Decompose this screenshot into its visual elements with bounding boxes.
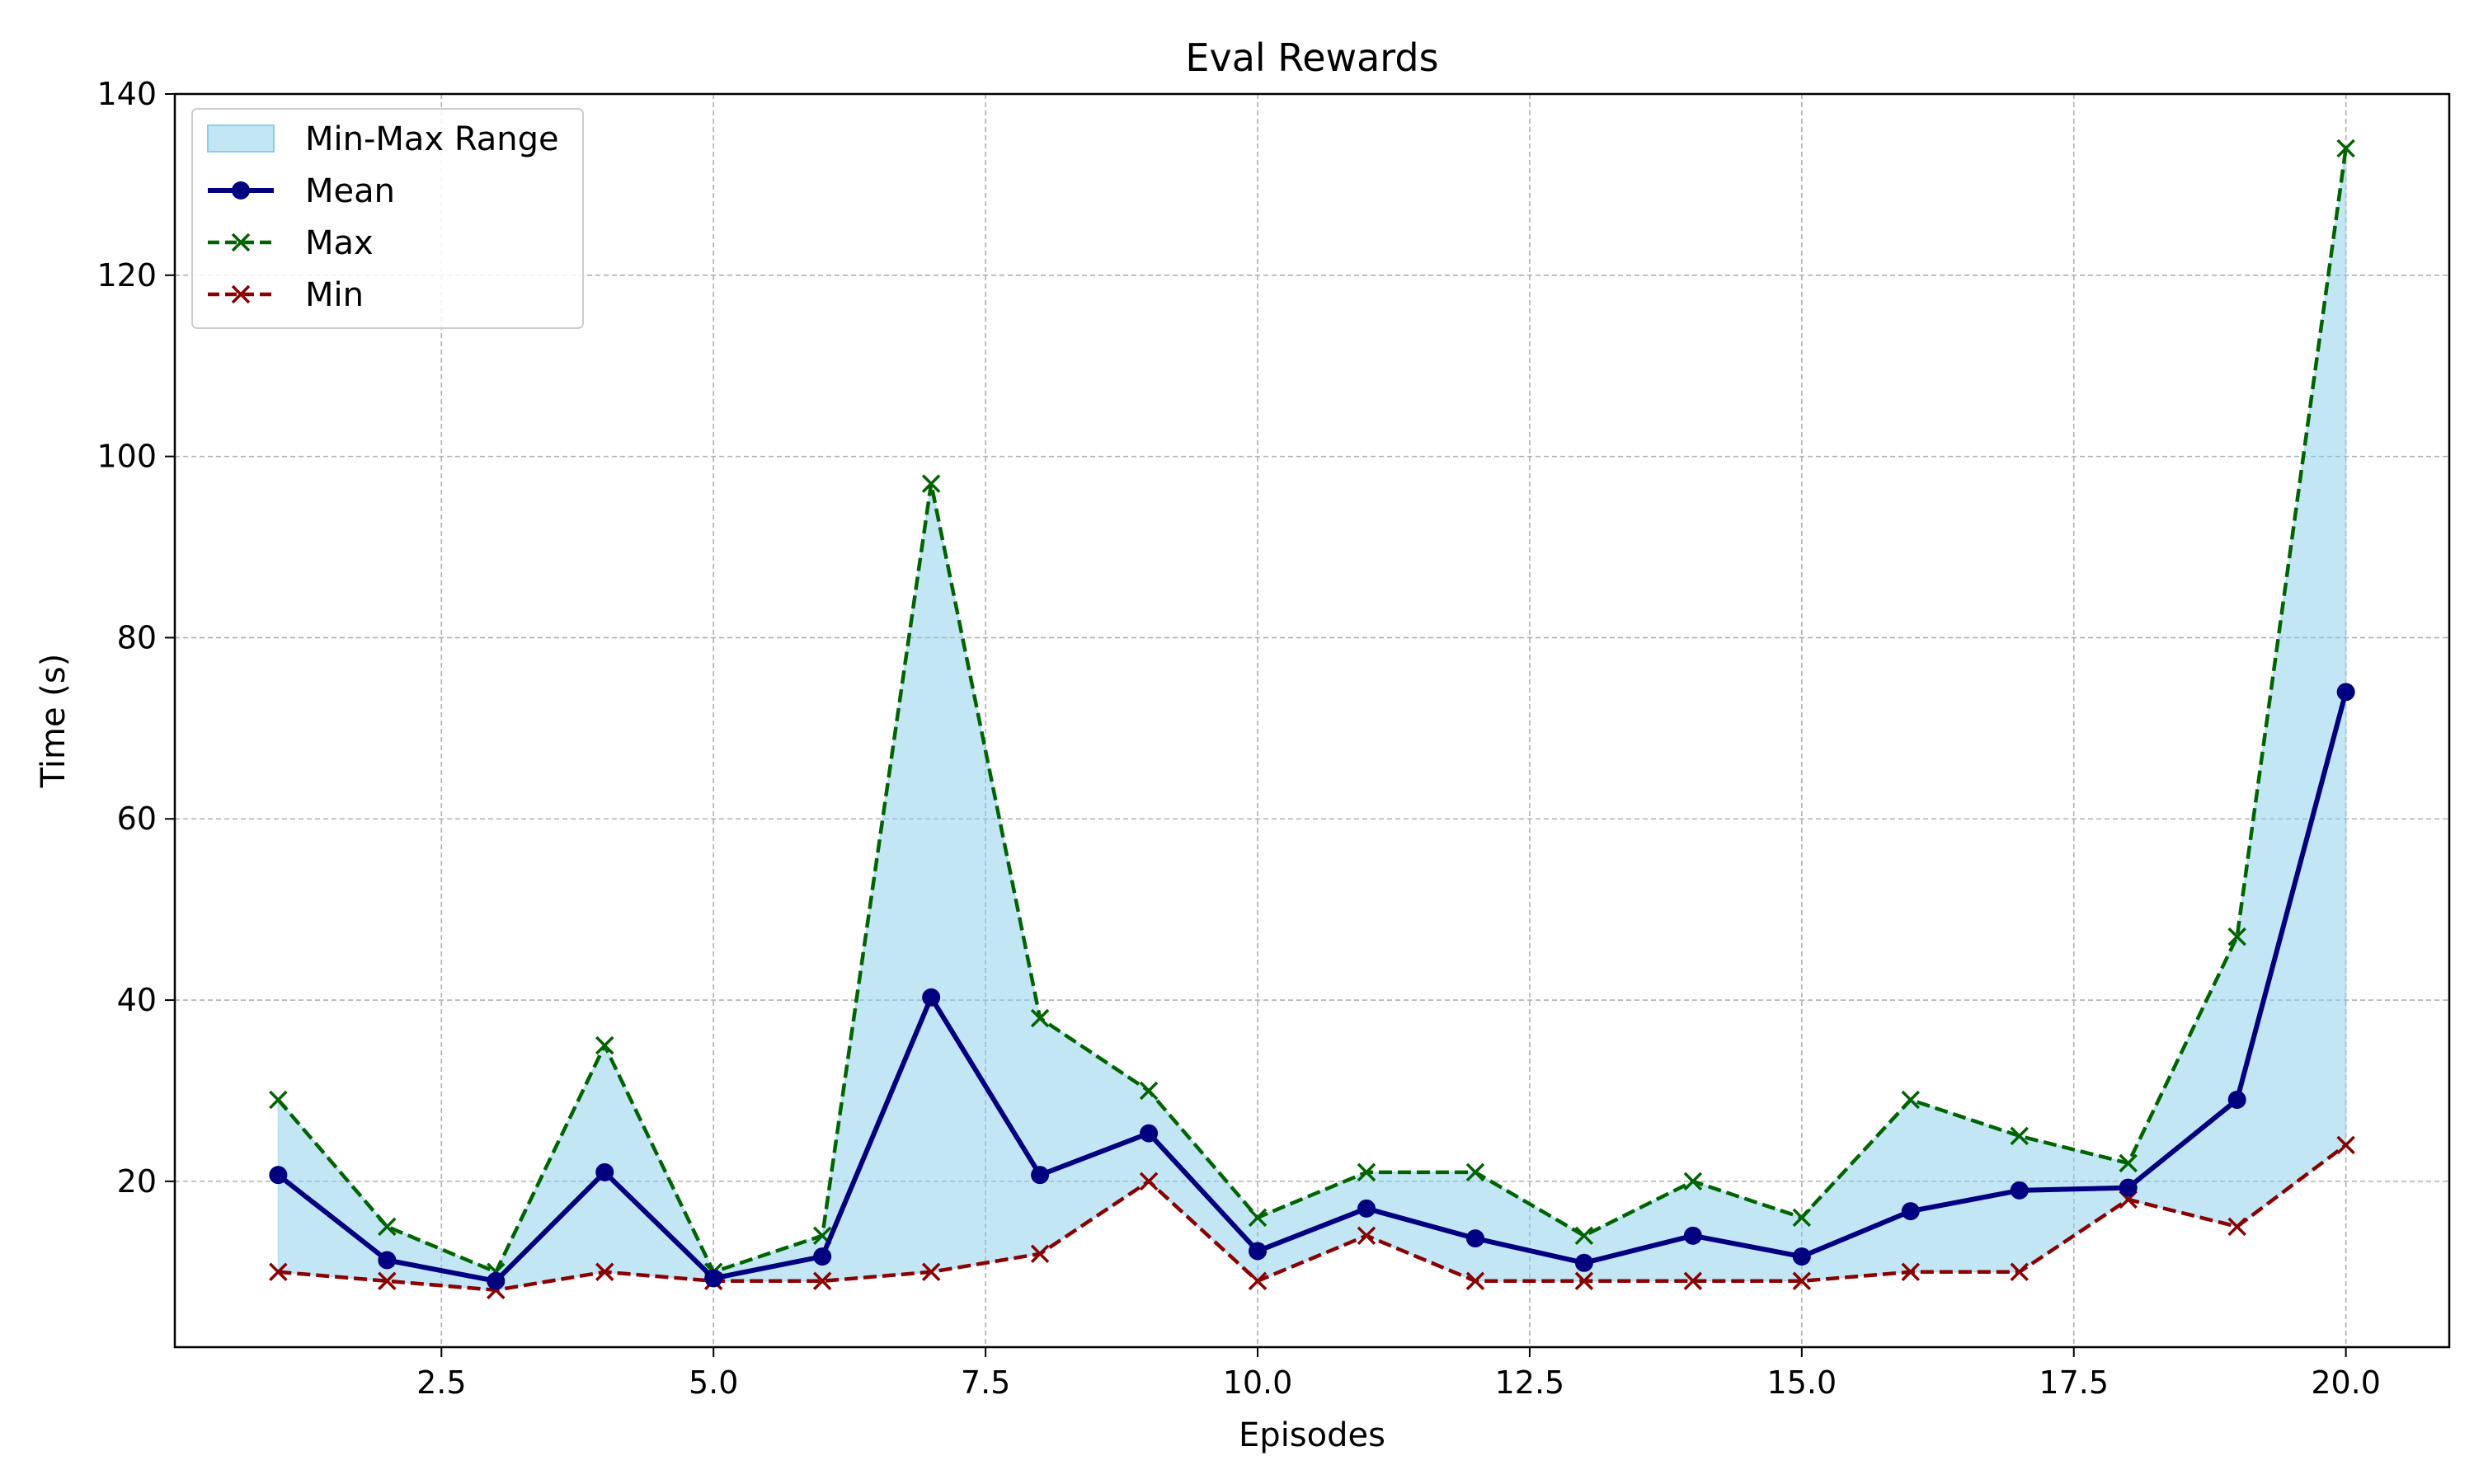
min-point [1901,1262,1921,1282]
legend-entry-max: Max [208,224,374,262]
min-point [1574,1271,1594,1291]
legend-label: Mean [305,172,395,210]
max-point [2227,927,2246,946]
legend-swatch [207,124,275,153]
y-tick-label: 80 [117,619,157,655]
x-tick-label: 10.0 [1223,1364,1293,1401]
y-tick-label: 100 [96,439,157,475]
min-point [2010,1262,2029,1282]
mean-point [595,1162,614,1181]
mean-line [276,691,2349,1284]
min-point [1683,1271,1703,1291]
legend-label: Min-Max Range [305,120,559,158]
plot-frame [173,92,2451,1349]
max-series [269,139,2355,1282]
series-lines [269,139,2355,1299]
max-point [269,1090,288,1110]
mean-point [922,988,941,1007]
legend-label: Min [305,276,364,314]
min-point [1248,1271,1268,1291]
x-tick-label: 5.0 [689,1364,738,1401]
mean-point [2227,1090,2246,1109]
max-point [1792,1208,1812,1228]
min-point [1030,1244,1050,1264]
max-point [1683,1172,1703,1191]
min-point [1465,1271,1485,1291]
x-tick-label: 12.5 [1495,1364,1565,1401]
x-tick-label: 17.5 [2039,1364,2109,1401]
y-tick-label: 60 [117,801,157,837]
y-tick-label: 40 [117,982,157,1018]
mean-point [1901,1202,1920,1221]
min-point [595,1262,614,1282]
mean-point [2010,1181,2029,1200]
max-line [276,148,2348,1275]
mean-point [1465,1229,1484,1248]
legend-marker [232,181,250,200]
min-line [278,1144,2347,1293]
max-point [1465,1162,1485,1182]
max-point [1030,1008,1050,1028]
max-point [1139,1081,1159,1101]
mean-point [704,1269,723,1288]
legend-marker [231,284,251,304]
max-point [1901,1090,1921,1110]
legend-entry-min-max-range: Min-Max Range [207,120,559,158]
chart-title: Eval Rewards [1185,35,1438,80]
min-point [2227,1217,2246,1237]
max-point [378,1217,397,1237]
mean-point [1357,1199,1376,1218]
legend-label: Max [305,224,374,262]
min-point [1792,1271,1812,1291]
y-tick-label: 120 [96,257,157,294]
legend-entry-min: Min [208,276,364,314]
legend: Min-Max Range Mean Max Min [191,108,584,329]
mean-point [1031,1166,1050,1185]
x-tick-label: 20.0 [2311,1364,2381,1401]
mean-point [2336,683,2355,702]
max-point [595,1036,614,1055]
mean-series [269,683,2355,1290]
min-point [378,1271,397,1291]
min-point [269,1262,288,1282]
max-point [1574,1226,1594,1246]
x-axis-label: Episodes [1239,1416,1385,1454]
mean-point [1683,1226,1702,1245]
min-point [812,1271,832,1291]
mean-point [1249,1242,1268,1261]
max-point [1357,1162,1376,1182]
max-point [2010,1126,2029,1146]
mean-point [1140,1124,1159,1143]
max-point [2119,1153,2138,1173]
max-point [2336,139,2355,158]
mean-point [378,1251,397,1270]
mean-point [269,1166,288,1185]
x-tick-label: 15.0 [1767,1364,1837,1401]
min-point [921,1262,941,1282]
max-point [1248,1208,1268,1228]
mean-point [1574,1253,1593,1272]
min-point [1139,1172,1159,1191]
mean-point [813,1247,832,1266]
min-point [2336,1135,2355,1155]
axis-ticks: 2.5 5.0 7.5 10.0 12.5 15.0 17.5 20.0 20 40 60 80 100… [96,76,2380,1401]
legend-marker [231,232,251,252]
max-point [921,474,941,493]
legend-box [191,108,584,329]
y-axis-label: Time (s) [35,654,73,789]
mean-point [487,1271,506,1290]
y-tick-label: 140 [96,76,157,112]
min-point [1357,1226,1376,1246]
legend-entry-mean: Mean [208,172,395,210]
y-tick-label: 20 [117,1163,157,1200]
x-tick-label: 2.5 [416,1364,466,1401]
mean-point [1792,1247,1811,1266]
x-tick-label: 7.5 [961,1364,1010,1401]
mean-point [2119,1178,2138,1197]
